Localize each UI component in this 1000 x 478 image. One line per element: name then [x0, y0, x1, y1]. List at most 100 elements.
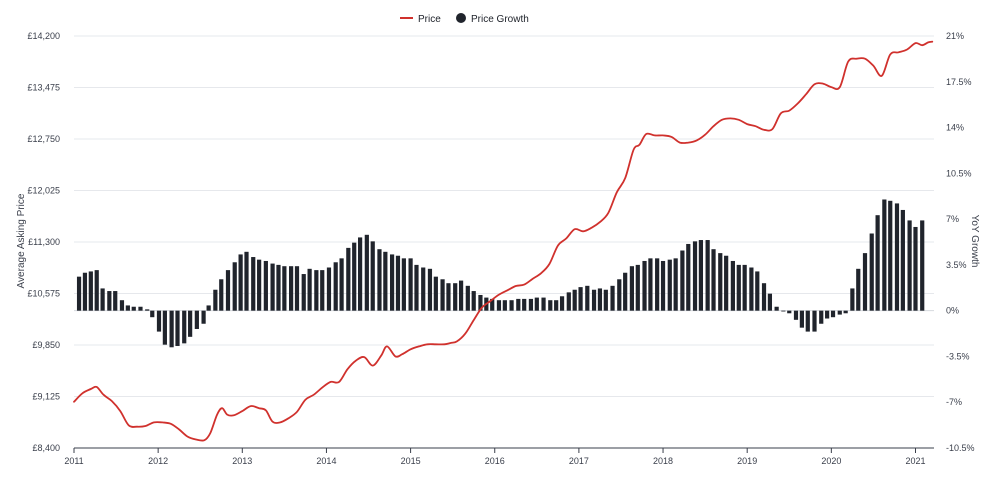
growth-bar	[383, 251, 388, 311]
growth-bar	[94, 270, 99, 311]
left-tick-label: £9,850	[32, 340, 60, 350]
x-tick-label: 2017	[569, 456, 589, 466]
x-tick-label: 2014	[316, 456, 336, 466]
growth-bar	[623, 272, 628, 311]
growth-bar	[850, 288, 855, 311]
growth-bar	[113, 291, 118, 311]
growth-bar	[496, 300, 502, 311]
growth-bar	[125, 305, 130, 311]
x-tick-label: 2015	[401, 456, 421, 466]
growth-bar	[837, 310, 842, 315]
price-line	[73, 40, 934, 442]
legend-price-growth-label: Price Growth	[471, 14, 529, 25]
growth-bar	[206, 305, 211, 311]
left-tick-label: £8,400	[32, 443, 60, 453]
growth-bar	[541, 297, 546, 311]
growth-bar	[869, 233, 874, 311]
growth-bar	[150, 310, 155, 318]
growth-bar	[781, 310, 786, 312]
left-tick-label: £10,575	[27, 289, 60, 299]
growth-bar	[169, 310, 174, 348]
growth-bar	[377, 249, 382, 311]
growth-bar	[162, 310, 167, 345]
growth-bar	[875, 215, 880, 311]
growth-bar	[453, 283, 458, 311]
growth-bar	[742, 264, 747, 311]
growth-bar	[534, 297, 539, 311]
growth-bar	[333, 262, 338, 311]
left-tick-label: £13,475	[27, 83, 60, 93]
legend-item-price[interactable]: Price	[400, 14, 441, 25]
growth-bar	[680, 250, 685, 311]
growth-bar	[76, 276, 82, 311]
growth-bar	[774, 306, 779, 311]
right-tick-label: 0%	[946, 306, 959, 316]
growth-bar	[433, 276, 438, 311]
growth-bar	[465, 285, 470, 311]
right-tick-label: 21%	[946, 31, 964, 41]
growth-bar	[201, 310, 206, 324]
growth-bar	[88, 271, 93, 311]
growth-bar	[629, 266, 635, 311]
growth-bar	[843, 310, 848, 314]
growth-bar	[516, 298, 521, 311]
growth-bar	[138, 306, 143, 311]
growth-bar	[767, 293, 773, 311]
growth-bar	[257, 259, 262, 311]
x-tick-label: 2011	[64, 456, 83, 466]
right-tick-label: 3.5%	[946, 260, 967, 270]
legend: Price Price Growth	[400, 13, 529, 25]
growth-bar	[805, 310, 810, 332]
growth-bar	[888, 200, 893, 311]
growth-bar	[251, 257, 256, 311]
growth-bar	[326, 267, 332, 311]
growth-bar	[358, 237, 363, 311]
right-tick-label: 10.5%	[946, 168, 972, 178]
legend-price-growth-marker	[456, 13, 466, 23]
growth-bar	[673, 258, 678, 311]
growth-bar	[346, 247, 351, 311]
growth-bar	[610, 285, 615, 311]
growth-bar	[830, 310, 836, 318]
growth-bar	[711, 249, 716, 311]
growth-bar	[509, 300, 514, 311]
x-tick-label: 2016	[485, 456, 505, 466]
x-tick-label: 2012	[148, 456, 168, 466]
gridlines	[74, 35, 934, 449]
growth-bar	[692, 241, 698, 311]
growth-bar	[686, 243, 691, 311]
growth-bar	[82, 272, 88, 311]
growth-bar	[213, 289, 218, 311]
growth-bar	[145, 309, 150, 311]
growth-bar	[238, 254, 243, 311]
growth-bar	[856, 268, 861, 311]
growth-bar	[585, 285, 590, 311]
growth-bar	[188, 310, 193, 337]
legend-price-label: Price	[418, 14, 441, 25]
left-tick-label: £9,125	[32, 392, 60, 402]
growth-bar	[522, 298, 527, 311]
growth-bar	[528, 298, 534, 311]
x-tick-label: 2013	[232, 456, 252, 466]
growth-bar	[566, 292, 571, 311]
growth-bar	[175, 310, 180, 346]
growth-bar	[572, 289, 577, 311]
growth-bar	[232, 262, 237, 311]
right-tick-label: 17.5%	[946, 77, 972, 87]
growth-bar	[913, 226, 918, 311]
left-axis-ticks: £8,400 £9,125 £9,850 £10,575 £11,300 £12,025 £…	[27, 31, 60, 453]
growth-bar	[907, 220, 912, 311]
growth-bar	[370, 241, 375, 311]
growth-bar	[339, 258, 344, 311]
growth-bar	[490, 298, 495, 311]
growth-bar	[182, 310, 187, 344]
right-tick-label: 7%	[946, 214, 959, 224]
growth-bar	[225, 270, 231, 311]
legend-item-price-growth[interactable]: Price Growth	[456, 13, 529, 25]
left-tick-label: £11,300	[28, 237, 60, 247]
growth-bar	[920, 220, 925, 311]
x-tick-label: 2020	[821, 456, 841, 466]
growth-bar	[755, 271, 760, 311]
growth-bar	[131, 306, 136, 311]
growth-bar	[894, 203, 900, 311]
